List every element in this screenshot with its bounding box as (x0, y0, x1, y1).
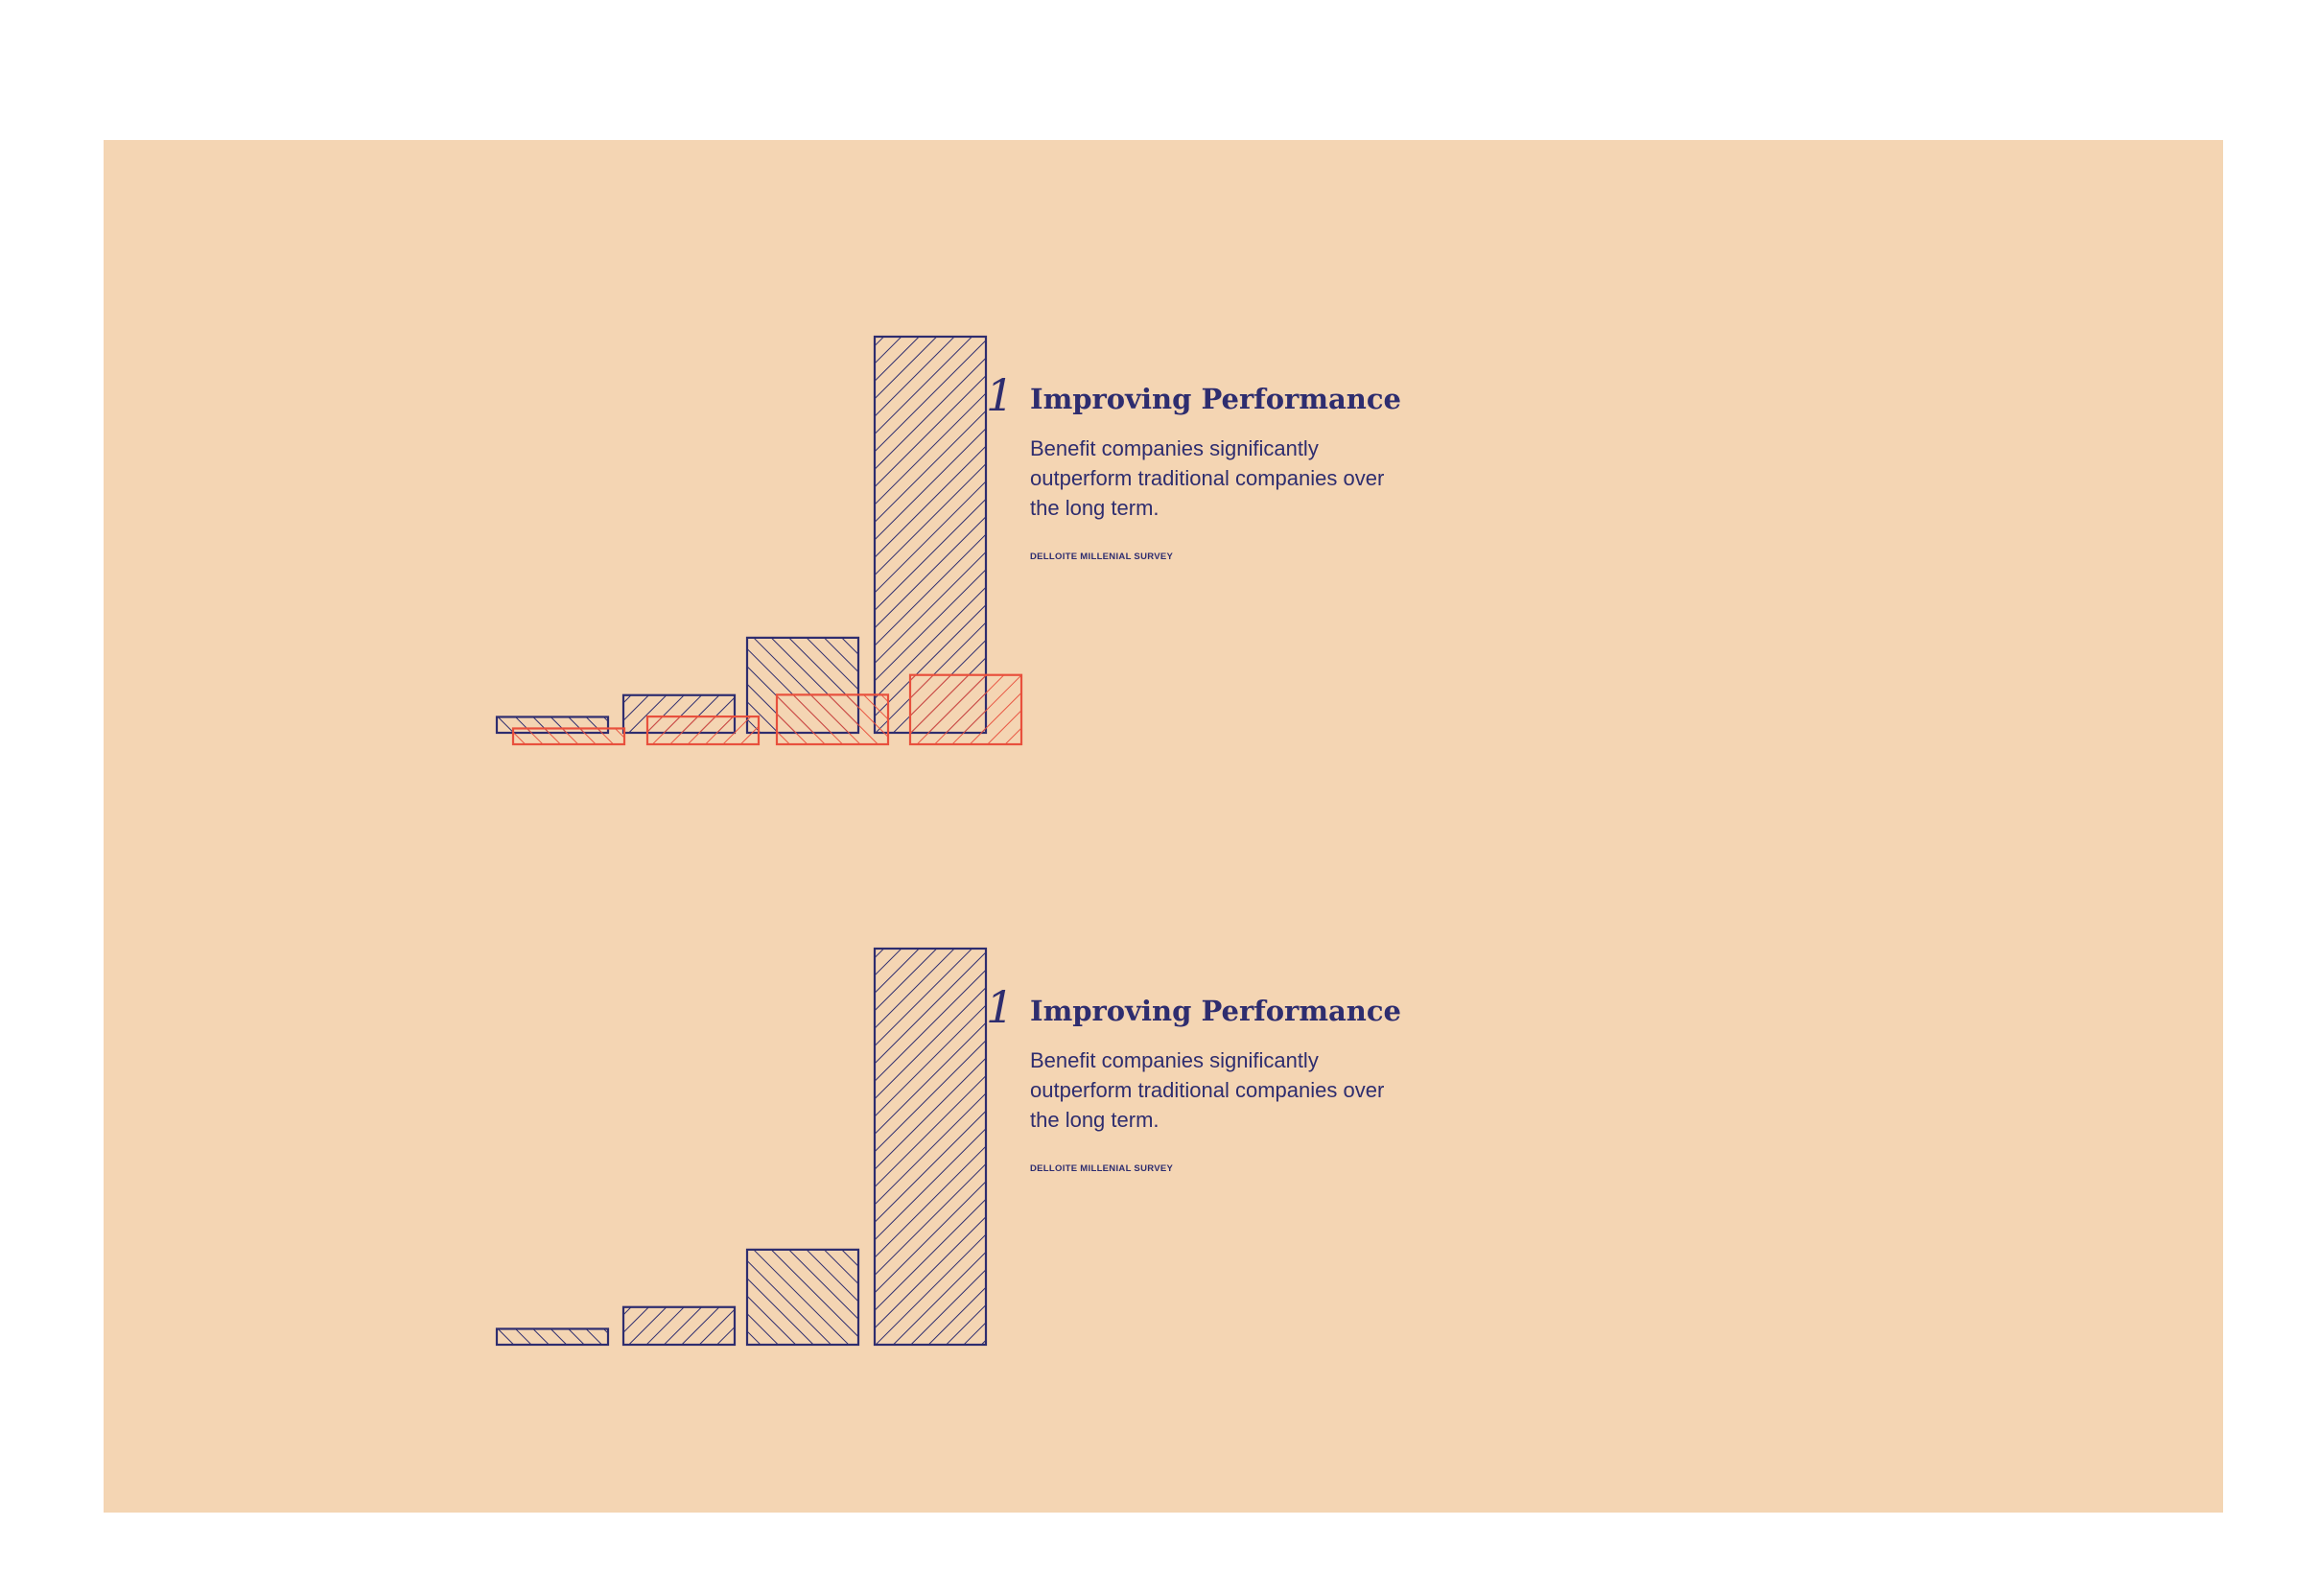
bar-series-2-item-1 (511, 727, 626, 746)
bar-series-1-item-4 (873, 947, 988, 1347)
section-source: DELLOITE MILLENIAL SURVEY (1030, 552, 1174, 562)
bar-series-2-item-4 (908, 673, 1023, 746)
bar-series-1-item-1 (495, 1327, 610, 1347)
bar-series-1-item-3 (745, 1248, 860, 1347)
section-source: DELLOITE MILLENIAL SURVEY (1030, 1163, 1174, 1174)
bar-chart-2 (495, 947, 988, 1347)
section-title: Improving Performance (1030, 995, 1401, 1027)
bar-series-2-item-3 (775, 693, 890, 746)
section-description: Benefit companies significantly outperfo… (1030, 1048, 1385, 1132)
section-number: 1 (986, 981, 1015, 1033)
bar-series-2-item-2 (645, 715, 761, 746)
section-number: 1 (986, 369, 1015, 421)
bar-chart-1 (495, 335, 1023, 746)
background-panel: 1 Improving Performance Benefit companie… (104, 140, 2223, 1513)
bar-series-1-item-4 (873, 335, 988, 735)
section-description: Benefit companies significantly outperfo… (1030, 436, 1385, 520)
section-title: Improving Performance (1030, 383, 1401, 415)
bar-series-1-item-2 (621, 1305, 737, 1347)
